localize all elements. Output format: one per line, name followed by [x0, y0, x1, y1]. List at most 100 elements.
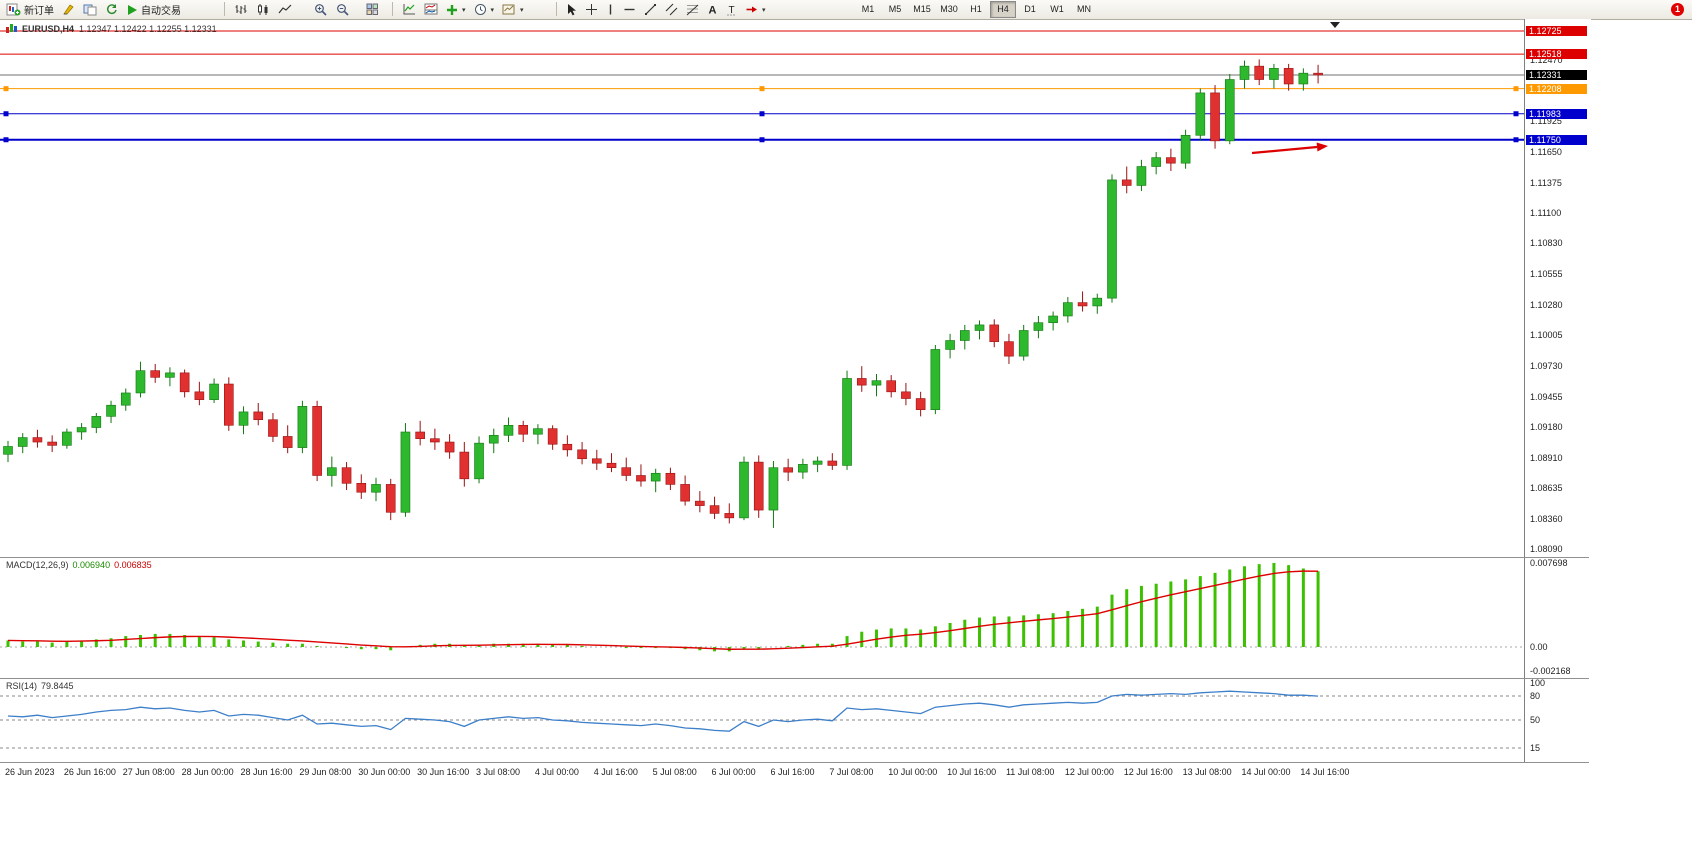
time-label: 6 Jul 16:00 [770, 767, 815, 777]
trendline-button[interactable] [640, 0, 661, 19]
time-label: 11 Jul 08:00 [1005, 767, 1055, 777]
label-icon: T [727, 5, 736, 16]
time-label: 12 Jul 00:00 [1064, 767, 1114, 777]
timeframe-button-d1[interactable]: D1 [1024, 4, 1036, 14]
chart-symbol-period: EURUSD,H4 [22, 23, 75, 34]
refresh-icon [107, 4, 117, 14]
label-button[interactable]: T [722, 0, 741, 19]
price-label: 1.12470 [1530, 55, 1563, 66]
zoom-in-button[interactable] [310, 0, 332, 19]
toolbar-separator [392, 2, 393, 16]
macd-value: 0.006940 [72, 560, 111, 570]
timeframe-button-m1[interactable]: M1 [861, 4, 875, 14]
metaeditor-quill-icon [63, 4, 74, 15]
crosshair-icon [586, 4, 597, 15]
horizontal-line-button[interactable] [619, 0, 640, 19]
panel-divider [0, 762, 1589, 763]
trendline-icon [645, 4, 656, 15]
indicators-button[interactable] [398, 0, 420, 19]
macd-panel[interactable] [0, 557, 1524, 677]
arrow-shapes-button[interactable]: ▾ [741, 0, 770, 19]
fibonacci-button[interactable] [682, 0, 703, 19]
text-icon: A [709, 5, 717, 17]
text-button[interactable]: A [703, 0, 722, 19]
timeframe-button-h1[interactable]: H1 [970, 4, 982, 14]
price-label: 1.10830 [1530, 238, 1563, 249]
autotrade-label: 自动交易 [141, 6, 181, 17]
rsi-panel[interactable] [0, 678, 1524, 762]
price-label: 1.11100 [1530, 208, 1562, 219]
time-axis[interactable]: 26 Jun 2023 26 Jun 16:00 27 Jun 08:00 28 Ju… [0, 762, 1589, 784]
chart-ohlc-values: 1.12347 1.12422 1.12255 1.12331 [79, 23, 217, 34]
toolbar: 新订单 自动交易 [0, 0, 1692, 20]
templates-icon [502, 4, 515, 15]
zoom-out-button[interactable] [332, 0, 354, 19]
line-chart-button[interactable] [274, 0, 296, 19]
bar-chart-button[interactable] [230, 0, 252, 19]
new-order-button[interactable]: 新订单 [2, 0, 58, 19]
price-tag: 1.11983 [1526, 108, 1587, 119]
channel-button[interactable] [661, 0, 682, 19]
timeframe-button-mn[interactable]: MN [1077, 4, 1091, 14]
panel-divider[interactable] [0, 557, 1589, 558]
profiles-button[interactable] [79, 0, 101, 19]
refresh-button[interactable] [101, 0, 122, 19]
toolbar-group-windows [362, 1, 383, 18]
time-label: 3 Jul 08:00 [476, 767, 521, 777]
macd-axis-label: -0.002168 [1530, 665, 1571, 676]
zoom-out-icon [337, 3, 349, 16]
indicator-window-icon [424, 3, 438, 15]
time-label: 4 Jul 00:00 [534, 767, 579, 777]
horizontal-line-icon [624, 8, 635, 11]
price-label: 1.11925 [1530, 116, 1562, 127]
price-label: 1.09180 [1530, 422, 1563, 433]
notification-badge[interactable]: 1 [1671, 3, 1684, 16]
timeframe-button-m5[interactable]: M5 [888, 4, 902, 14]
add-indicator-button[interactable]: ▾ [442, 0, 470, 19]
time-label: 10 Jul 16:00 [947, 767, 997, 777]
price-axis[interactable]: 1.12470 1.11925 1.11650 1.11375 1.11100 1.108… [1524, 19, 1591, 762]
price-chart[interactable] [0, 19, 1524, 557]
toolbar-group-indicators: ▾ ▾ ▾ [398, 1, 528, 18]
price-label: 1.08910 [1530, 452, 1563, 463]
chart-symbol-icon [6, 24, 17, 33]
new-order-label: 新订单 [24, 6, 54, 17]
profiles-icon [83, 4, 97, 16]
chevron-down-icon: ▾ [462, 6, 466, 14]
price-tag: 1.12208 [1526, 83, 1587, 94]
periods-button[interactable]: ▾ [470, 0, 499, 19]
timeframe-button-h4[interactable]: H4 [990, 1, 1016, 18]
candlestick-chart-button[interactable] [252, 0, 274, 19]
rsi-axis-label: 80 [1530, 691, 1541, 701]
templates-button[interactable]: ▾ [498, 0, 528, 19]
vertical-line-button[interactable] [602, 0, 619, 19]
crosshair-button[interactable] [581, 0, 602, 19]
metaeditor-button[interactable] [58, 0, 79, 19]
indicator-window-button[interactable] [420, 0, 442, 19]
autotrade-button[interactable]: 自动交易 [122, 0, 185, 19]
timeframe-button-m30[interactable]: M30 [940, 4, 958, 14]
panel-divider[interactable] [0, 678, 1589, 679]
chart-title: EURUSD,H4 1.12347 1.12422 1.12255 1.1233… [6, 23, 217, 34]
timeframe-button-m15[interactable]: M15 [913, 4, 931, 14]
rsi-name: RSI(14) [6, 681, 38, 691]
time-label: 6 Jul 00:00 [711, 767, 756, 777]
bar-chart-icon [235, 5, 247, 14]
cursor-button[interactable] [562, 0, 581, 19]
macd-axis-label: 0.00 [1530, 642, 1548, 652]
time-label: 29 Jun 08:00 [299, 767, 352, 777]
rsi-label: RSI(14) 79.8445 [6, 681, 74, 691]
timeframe-button-w1[interactable]: W1 [1050, 4, 1064, 14]
price-label: 1.10005 [1530, 330, 1563, 341]
rsi-value: 79.8445 [41, 681, 74, 691]
price-label: 1.11650 [1530, 146, 1562, 157]
toolbar-separator [556, 2, 557, 16]
toolbar-group-chart-type [230, 1, 296, 18]
indicators-icon [403, 4, 415, 15]
time-label: 27 Jun 08:00 [122, 767, 175, 777]
chevron-down-icon: ▾ [762, 6, 766, 14]
price-label: 1.11375 [1530, 177, 1562, 188]
toolbar-group-trade: 新订单 自动交易 [2, 1, 185, 18]
tile-windows-button[interactable] [362, 0, 383, 19]
vertical-line-icon [609, 4, 612, 15]
